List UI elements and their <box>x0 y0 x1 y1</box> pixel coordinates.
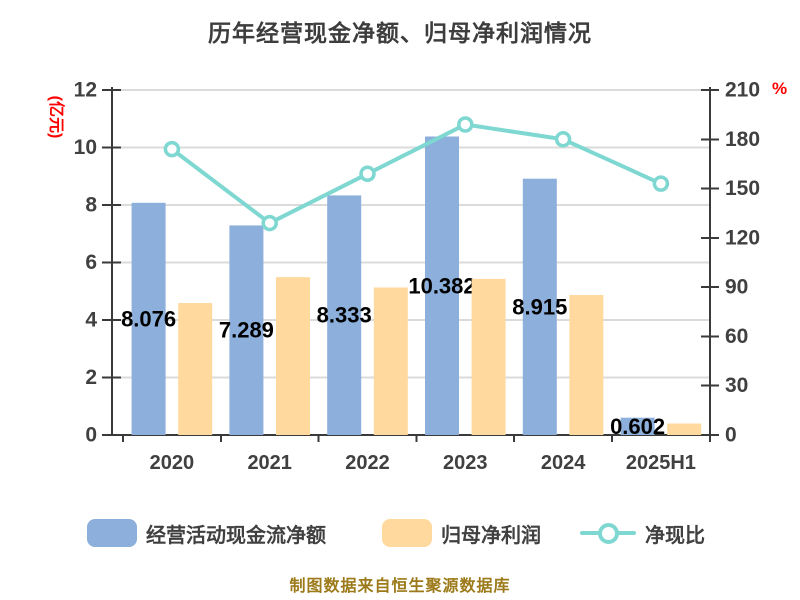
left-axis-tick-label: 6 <box>85 251 97 274</box>
bar-data-label: 7.289 <box>219 318 274 343</box>
bar-data-label: 8.333 <box>317 303 372 328</box>
bar-data-label: 8.076 <box>121 306 176 331</box>
x-axis-category-label: 2020 <box>150 452 195 474</box>
bar-data-label: 10.382 <box>408 273 475 298</box>
legend-swatch-bar-yellow <box>382 519 432 547</box>
x-axis-category-label: 2024 <box>541 452 586 474</box>
cash-ratio-marker <box>163 140 181 158</box>
bar-operating-cash-flow <box>131 202 166 435</box>
right-axis-tick-label: 150 <box>725 177 760 200</box>
x-axis-category-label: 2022 <box>345 452 390 474</box>
bar-net-profit <box>276 277 310 435</box>
x-axis-category-label: 2021 <box>247 452 292 474</box>
chart-title: 历年经营现金净额、归母净利润情况 <box>208 20 592 46</box>
bar-net-profit <box>471 278 506 435</box>
legend-swatch-line-marker <box>580 520 636 546</box>
bar-net-profit <box>569 294 604 435</box>
right-axis-tick-label: 120 <box>725 226 760 249</box>
left-axis-tick-label: 10 <box>74 136 97 159</box>
left-axis-tick-label: 0 <box>85 424 97 447</box>
bar-data-label: 8.915 <box>512 294 567 319</box>
bar-net-profit <box>667 423 702 435</box>
right-axis-tick-label: 180 <box>725 128 760 151</box>
cash-ratio-line <box>169 122 663 226</box>
cash-ratio-marker <box>554 131 572 148</box>
cash-ratio-marker <box>359 165 376 183</box>
bar-operating-cash-flow <box>620 417 655 435</box>
x-axis-category-label: 2023 <box>443 452 488 474</box>
right-axis-tick-label: 60 <box>725 325 748 348</box>
x-axis-category-label: 2025H1 <box>626 452 696 474</box>
legend-item-cash-ratio[interactable]: 净现比 <box>580 516 705 550</box>
cash-ratio-marker <box>652 175 670 192</box>
bar-operating-cash-flow <box>425 136 459 435</box>
bar-operating-cash-flow <box>522 178 557 435</box>
right-axis-unit-label: % <box>772 79 788 98</box>
legend-label-net-profit: 归母净利润 <box>441 524 541 547</box>
bar-net-profit <box>373 287 408 435</box>
right-axis-tick-label: 0 <box>725 424 737 447</box>
left-axis-tick-label: 8 <box>85 194 97 217</box>
left-axis-tick-label: 2 <box>85 366 97 389</box>
bar-data-label: 0.602 <box>610 414 665 439</box>
legend-item-net-profit[interactable]: 归母净利润 <box>382 516 541 550</box>
cash-ratio-marker <box>261 214 278 232</box>
legend: 经营活动现金流净额 归母净利润 净现比 <box>0 516 800 552</box>
right-axis-tick-label: 30 <box>725 374 748 397</box>
legend-item-operating-cash-flow[interactable]: 经营活动现金流净额 <box>87 516 326 550</box>
bar-operating-cash-flow <box>229 225 264 435</box>
left-axis-tick-label: 12 <box>74 79 97 102</box>
legend-label-operating-cash-flow: 经营活动现金流净额 <box>146 524 326 547</box>
legend-swatch-bar-blue <box>87 519 137 547</box>
right-axis-tick-label: 210 <box>725 79 760 102</box>
left-axis-tick-label: 4 <box>85 309 97 332</box>
cash-ratio-marker <box>457 116 474 133</box>
bar-operating-cash-flow <box>327 195 362 435</box>
bar-net-profit <box>178 303 213 435</box>
right-axis-tick-label: 90 <box>725 276 748 299</box>
legend-label-cash-ratio: 净现比 <box>645 524 705 547</box>
data-source-note: 制图数据来自恒生聚源数据库 <box>289 578 511 595</box>
